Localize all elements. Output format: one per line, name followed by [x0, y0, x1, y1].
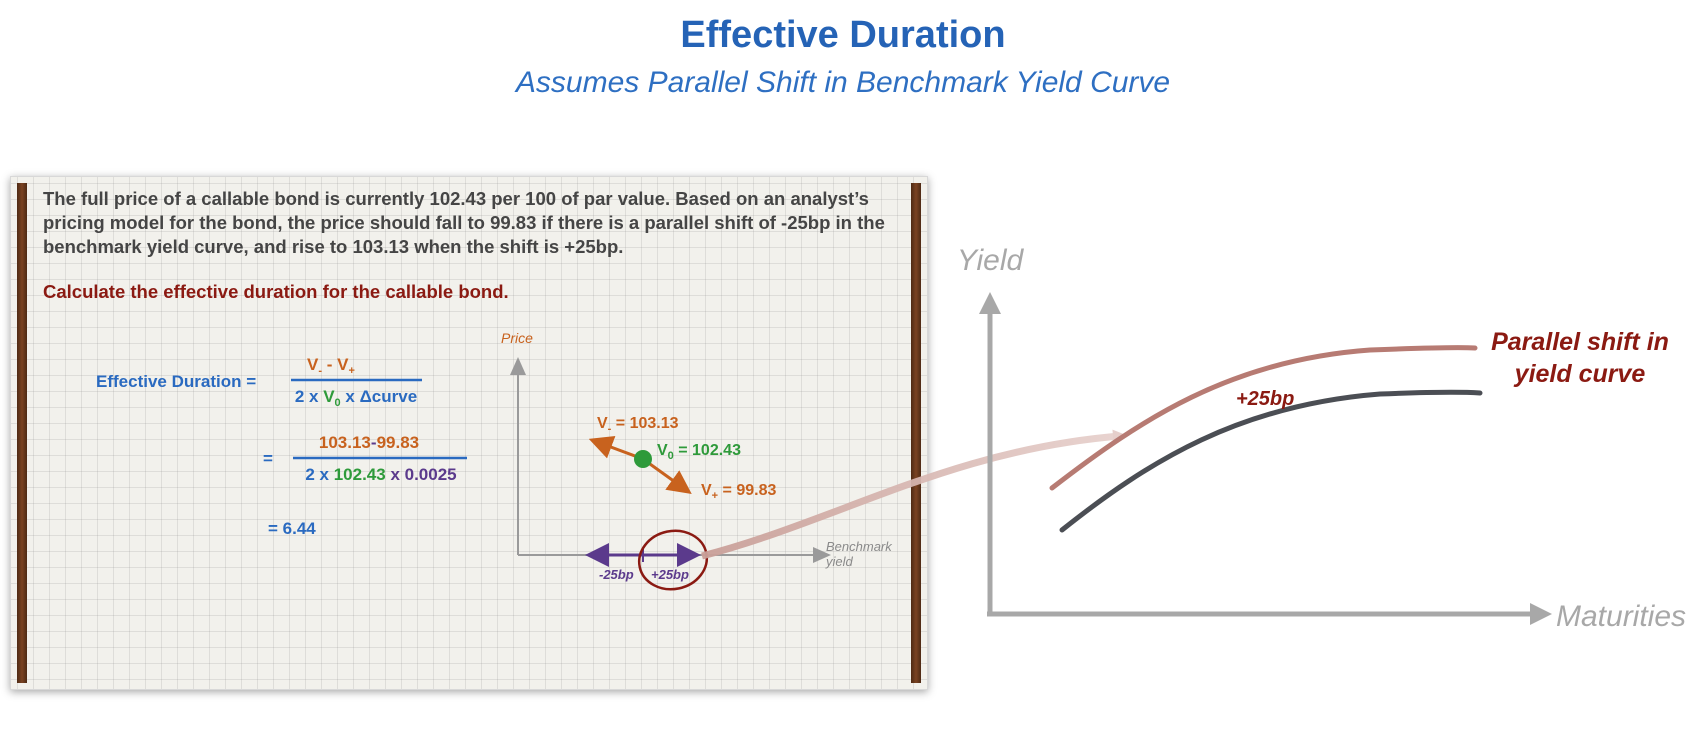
yield-axis-label: Yield: [957, 244, 1024, 277]
v-plus-label: V+ = 99.83: [701, 482, 776, 502]
positive-shift-label: +25bp: [651, 567, 689, 582]
panel-left-frame: [17, 183, 27, 683]
base-yield-curve: [1059, 389, 1483, 533]
v-minus-label: V- = 103.13: [597, 415, 679, 435]
shift-bp-label: +25bp: [1236, 388, 1295, 410]
highlight-circle: [637, 529, 709, 591]
negative-shift-label: -25bp: [599, 567, 634, 582]
benchmark-yield-label: Benchmark yield: [825, 539, 893, 569]
parallel-shift-label-line2: yield curve: [1514, 360, 1646, 388]
slide-title: Effective Duration: [680, 14, 1006, 56]
formula-numerator: V- - V+: [307, 355, 355, 377]
v0-point: [634, 450, 652, 468]
formula-equals: =: [263, 449, 273, 468]
shifted-yield-curve: [1049, 345, 1478, 491]
v0-label: V0 = 102.43: [657, 442, 741, 462]
formula-values-numerator: 103.13-99.83: [319, 433, 419, 452]
price-axis-label: Price: [501, 330, 533, 346]
formula-label: Effective Duration =: [96, 372, 256, 391]
maturities-axis-label: Maturities: [1556, 600, 1686, 633]
slide-subtitle: Assumes Parallel Shift in Benchmark Yiel…: [515, 66, 1171, 99]
formula-denominator: 2 x V0 x Δcurve: [295, 387, 417, 409]
problem-question: Calculate the effective duration for the…: [43, 281, 509, 302]
example-panel: The full price of a callable bond is cur…: [10, 176, 928, 690]
formula-values-denominator: 2 x 102.43 x 0.0025: [305, 465, 456, 484]
problem-statement: The full price of a callable bond is cur…: [43, 188, 885, 257]
formula-result: = 6.44: [268, 519, 316, 538]
parallel-shift-label: Parallel shift in yield curve: [1465, 326, 1686, 390]
parallel-shift-label-line1: Parallel shift in: [1491, 328, 1669, 356]
panel-drawing: Effective Duration = V- - V+ 2 x V0 x Δc…: [96, 330, 893, 591]
